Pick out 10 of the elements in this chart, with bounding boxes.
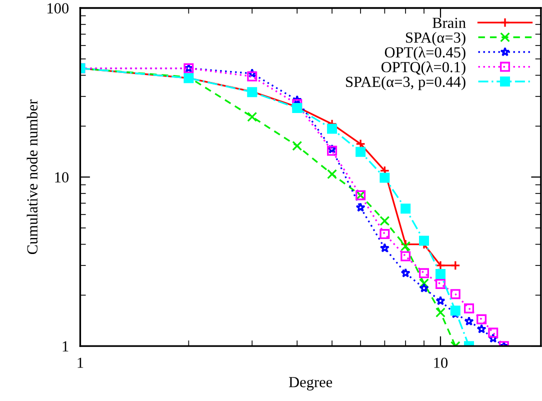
y-axis-title: Cumulative node number	[26, 100, 38, 254]
legend-label: Brain	[432, 18, 466, 28]
legend-label: SPAE(α=3, p=0.44)	[346, 76, 466, 90]
y-tick-label: 10	[55, 172, 69, 182]
legend-label: SPA(α=3)	[406, 32, 466, 46]
y-tick-label: 100	[48, 3, 69, 14]
legend-label: OPT(λ=0.45)	[384, 46, 466, 61]
y-tick-label: 1	[62, 341, 68, 352]
legend-label: OPTQ(λ=0.1)	[381, 61, 466, 76]
x-axis-title: Degree	[288, 377, 332, 390]
